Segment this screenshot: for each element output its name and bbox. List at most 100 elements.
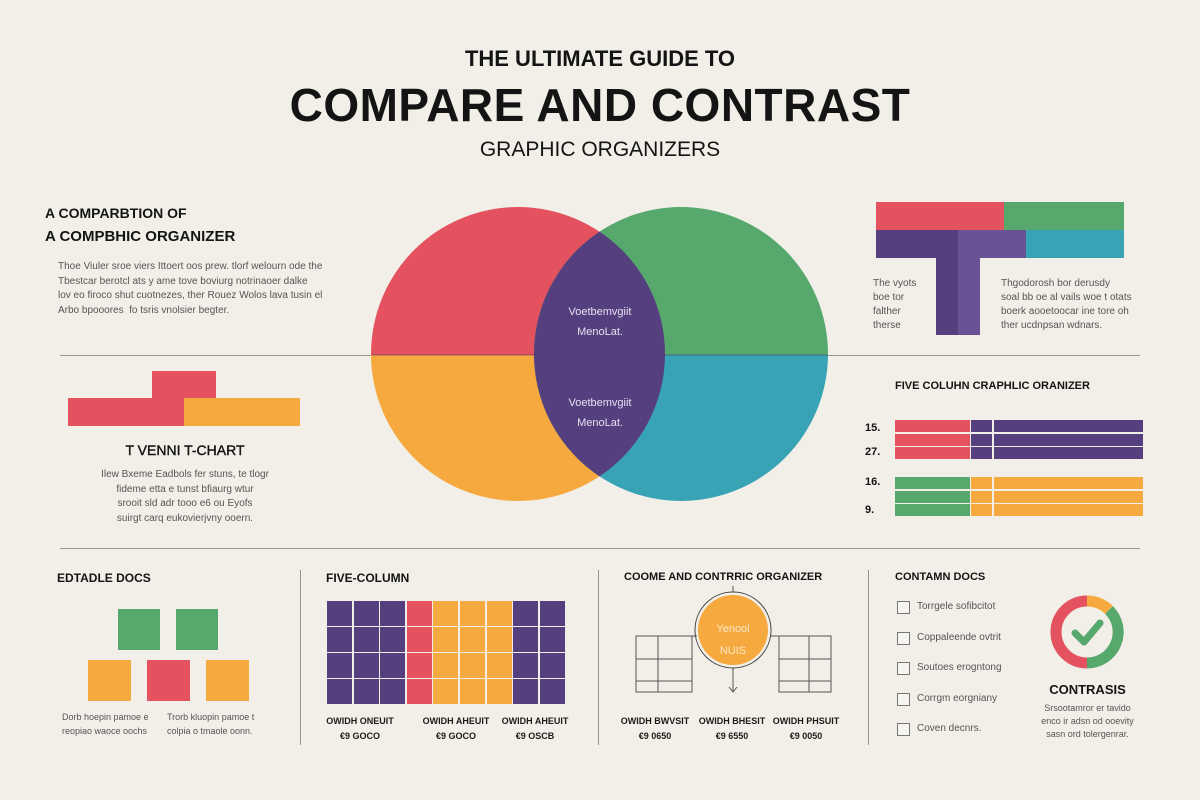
- intro-body: Thoe Viuler sroe viers Ittoert oos prew.…: [58, 261, 323, 316]
- grid-cell: [406, 679, 432, 704]
- grid-cell: [380, 627, 406, 652]
- grid-cell: [433, 653, 459, 678]
- tchart-block-top: [152, 371, 216, 398]
- square-red: [147, 660, 190, 701]
- tchart-block-left: [68, 398, 184, 426]
- divider-v3: [868, 570, 869, 745]
- bar-segment: [971, 490, 992, 503]
- divider-middle: [60, 548, 1140, 549]
- compare-center-circle: [698, 595, 768, 665]
- kicker: THE ULTIMATE GUIDE TO: [464, 46, 736, 71]
- compare-organizer-diagram: [635, 586, 832, 693]
- five-column-label: OWIDH AHEUIT €9 GOCO: [422, 716, 490, 741]
- grid-cell: [380, 653, 406, 678]
- contain-docs-title: CONTAMN DOCS: [895, 571, 986, 583]
- square-green: [176, 609, 218, 650]
- check-donut-icon: [1050, 595, 1124, 669]
- compare-label: OWIDH PHSUIT €9 0050: [772, 716, 840, 741]
- divider-v2: [598, 570, 599, 745]
- intro-heading-1: A COMPARBTION OF: [45, 205, 187, 221]
- t-right-text: Thgodorosh bor derusdy soal bb oe al vai…: [1001, 278, 1132, 331]
- five-column-title: FIVE-COLUMN: [326, 571, 410, 585]
- grid-cell: [406, 601, 432, 626]
- venn-top-label: Voetbemvgiit MenoLat.: [568, 306, 632, 338]
- grid-cell: [380, 601, 406, 626]
- bar-segment: [971, 420, 992, 432]
- grid-cell: [353, 601, 379, 626]
- editable-caption: Trorb kluopin pamoe t colpia o tmaole oo…: [167, 712, 255, 736]
- divider-v1: [300, 570, 301, 745]
- page-title: COMPARE AND CONTRAST: [289, 79, 911, 131]
- grid-cell: [327, 627, 352, 652]
- venn-bottom-label: Voetbemvgiit MenoLat.: [568, 397, 632, 429]
- grid-cell: [433, 627, 459, 652]
- grid-cell: [327, 679, 352, 704]
- bar-segment: [895, 504, 970, 516]
- checkbox[interactable]: [897, 692, 910, 706]
- grid-cell: [406, 653, 432, 678]
- checklist-item-label: Torrgele sofibcitot: [917, 601, 996, 612]
- checklist-item-label: Coven decnrs.: [917, 723, 982, 734]
- grid-cell: [460, 653, 485, 678]
- bar-segment: [895, 420, 970, 432]
- checklist-item-label: Soutoes erogntong: [917, 662, 1002, 673]
- bar-segment: [994, 490, 1143, 503]
- grid-cell: [353, 679, 379, 704]
- t-bar-purple: [876, 230, 958, 258]
- five-column-label: OWIDH AHEUIT €9 OSCB: [501, 716, 569, 741]
- tchart-body: Ilew Bxeme Eadbols fer stuns, te tlogr f…: [101, 469, 269, 524]
- grid-cell: [353, 627, 379, 652]
- tchart-title: T VENNI T-CHART: [125, 442, 245, 458]
- grid-cell: [513, 601, 539, 626]
- grid-cell: [539, 601, 565, 626]
- bar-segment: [895, 477, 970, 489]
- venn-overlap: [534, 207, 665, 501]
- compare-organizer-title: COOME AND CONTRRIC ORGANIZER: [624, 571, 823, 583]
- square-green: [118, 609, 160, 650]
- bar-segment: [994, 420, 1143, 432]
- checkbox[interactable]: [897, 601, 910, 614]
- compare-label: OWIDH BHESIT €9 6550: [698, 716, 766, 741]
- compare-center-text: Yenool NUIS: [716, 623, 750, 657]
- intro-heading-2: A COMPBHIC ORGANIZER: [45, 228, 236, 245]
- five-col-org-title: FIVE COLUHN CRAPHLIC ORANIZER: [895, 380, 1090, 392]
- bar-segment: [895, 433, 970, 446]
- bar-segment: [971, 477, 992, 489]
- bar-segment: [971, 447, 992, 459]
- grid-cell: [513, 627, 539, 652]
- grid-cell: [406, 627, 432, 652]
- grid-cell: [460, 601, 485, 626]
- grid-cell: [539, 627, 565, 652]
- square-yellow: [88, 660, 131, 701]
- checklist-item-label: Coppaleende ovtrit: [917, 631, 1001, 643]
- grid-cell: [460, 679, 485, 704]
- editable-docs-title: EDTADLE DOCS: [57, 571, 151, 585]
- badge-title: CONTRASIS: [1049, 682, 1126, 697]
- t-bar-lilac: [958, 230, 1026, 258]
- checkbox[interactable]: [897, 631, 910, 645]
- t-bar-teal: [1026, 230, 1124, 258]
- row-label: 9.: [865, 504, 875, 516]
- t-bar-red: [876, 202, 1004, 230]
- grid-cell: [380, 679, 406, 704]
- row-label: 15.: [865, 422, 881, 434]
- checkbox[interactable]: [897, 662, 910, 675]
- grid-cell: [486, 679, 512, 704]
- grid-cell: [486, 601, 512, 626]
- checkbox[interactable]: [897, 723, 910, 736]
- bar-segment: [994, 447, 1143, 459]
- t-left-text: The vyots boe tor falther therse: [873, 278, 917, 331]
- bar-segment: [994, 504, 1143, 516]
- grid-cell: [486, 627, 512, 652]
- bar-segment: [994, 477, 1143, 489]
- editable-caption: Dorb hoepin pamoe e reopiao waoce oochs: [62, 712, 149, 736]
- t-stem-light: [958, 258, 980, 335]
- checklist-item-label: Corrgm eorgniany: [917, 692, 998, 704]
- square-yellow: [206, 660, 249, 701]
- grid-cell: [353, 653, 379, 678]
- grid-cell: [539, 653, 565, 678]
- grid-cell: [433, 679, 459, 704]
- grid-cell: [486, 653, 512, 678]
- grid-cell: [433, 601, 459, 626]
